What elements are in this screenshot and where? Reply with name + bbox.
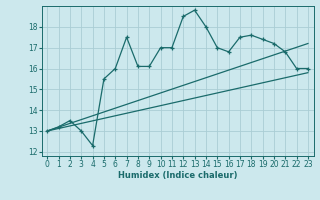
X-axis label: Humidex (Indice chaleur): Humidex (Indice chaleur) (118, 171, 237, 180)
